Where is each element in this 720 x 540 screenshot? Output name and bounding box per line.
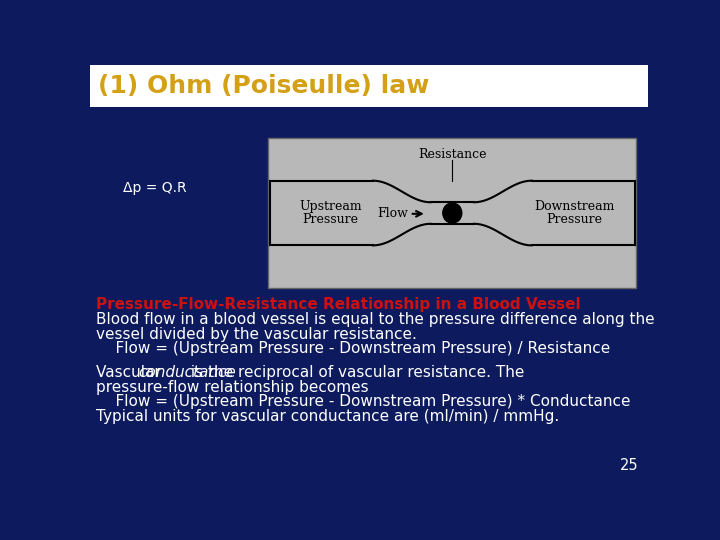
Text: (1) Ohm (Poiseulle) law: (1) Ohm (Poiseulle) law [98,74,429,98]
Text: pressure-flow relationship becomes: pressure-flow relationship becomes [96,380,369,395]
Text: Pressure: Pressure [302,213,359,226]
Text: Flow: Flow [377,207,408,220]
Text: 25: 25 [620,458,639,473]
Text: conductance: conductance [138,365,236,380]
Text: Vascular: Vascular [96,365,166,380]
Text: Pressure-Flow-Resistance Relationship in a Blood Vessel: Pressure-Flow-Resistance Relationship in… [96,298,581,312]
FancyBboxPatch shape [269,138,636,288]
Text: Resistance: Resistance [418,148,487,161]
Text: Δp = Q.R: Δp = Q.R [122,181,186,195]
FancyBboxPatch shape [90,65,648,107]
Text: Downstream: Downstream [534,200,615,213]
Text: Typical units for vascular conductance are (ml/min) / mmHg.: Typical units for vascular conductance a… [96,409,559,424]
Text: is the reciprocal of vascular resistance. The: is the reciprocal of vascular resistance… [186,365,524,380]
Text: vessel divided by the vascular resistance.: vessel divided by the vascular resistanc… [96,327,417,342]
Text: Flow = (Upstream Pressure - Downstream Pressure) * Conductance: Flow = (Upstream Pressure - Downstream P… [96,394,631,409]
Text: Pressure: Pressure [546,213,603,226]
Text: Blood flow in a blood vessel is equal to the pressure difference along the: Blood flow in a blood vessel is equal to… [96,312,654,327]
Text: Upstream: Upstream [299,200,361,213]
Circle shape [443,205,462,223]
Text: Flow = (Upstream Pressure - Downstream Pressure) / Resistance: Flow = (Upstream Pressure - Downstream P… [96,341,611,356]
Circle shape [443,203,462,221]
